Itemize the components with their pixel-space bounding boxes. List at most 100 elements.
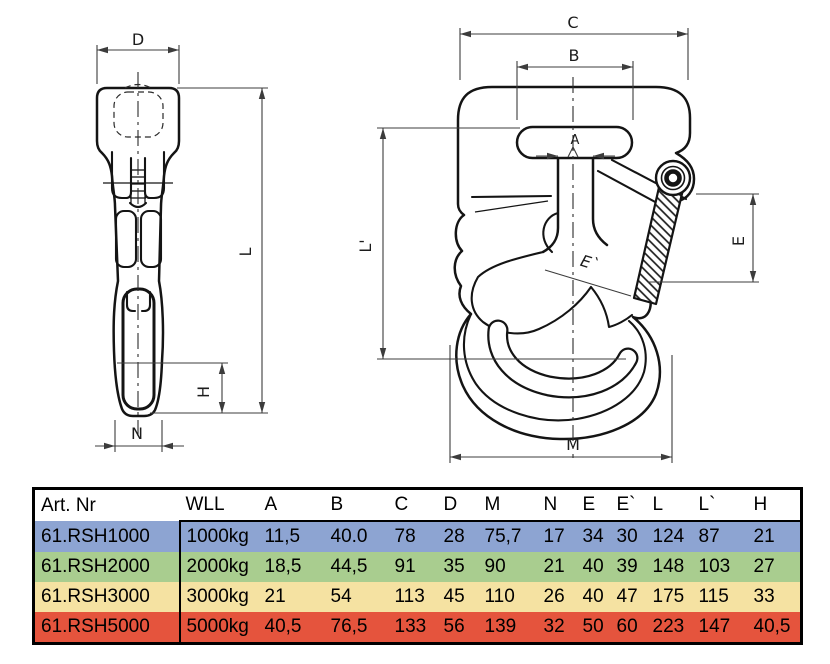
table-cell: 32 [543,616,565,637]
table-cell: 11,5 [264,526,301,547]
bowl-inner-wall [462,312,647,422]
dim-a-tick [567,145,579,158]
table-cell: 78 [394,526,416,547]
spec-table: Art. Nr WLL A B C D M N E E` L L` H 61.R… [32,487,803,645]
latch-pivot-pin [664,169,682,187]
dim-label-c: C [567,13,578,32]
table-cell: 21 [264,586,286,607]
table-cell: 40 [582,586,604,607]
table-cell: 21 [753,526,775,547]
table-cell: 18,5 [264,556,302,577]
table-row: 61.RSH1000 1000kg 11,5 40.0 78 28 75,7 1… [33,521,802,552]
table-cell: 40 [582,556,604,577]
wedge-line [474,200,549,213]
table-cell: 50 [582,616,604,637]
dim-label-e-grave: E` [578,251,601,274]
dim-leader-e-grave [544,269,632,297]
table-cell: 124 [652,526,685,547]
stud-tip [128,201,148,209]
table-cell: 148 [652,556,685,577]
table-cell: 54 [330,586,352,607]
table-cell: 40,5 [753,616,791,637]
table-cell: 175 [652,586,685,607]
shank-slot-left [114,209,138,269]
table-cell: 91 [394,556,416,577]
shank-slot-right [139,209,163,269]
table-row: 61.RSH2000 2000kg 18,5 44,5 91 35 90 21 … [33,552,802,582]
table-cell: 21 [543,556,565,577]
column-header-e-grave: E` [610,488,647,522]
column-header-a: A [258,488,325,522]
table-cell: 5000kg [186,616,249,637]
column-header-d: D [437,488,479,522]
table-row: 61.RSH3000 3000kg 21 54 113 45 110 26 40… [33,582,802,612]
table-header-row: Art. Nr WLL A B C D M N E E` L L` H [33,488,802,522]
column-header-wll: WLL [179,488,259,522]
column-header-art-nr: Art. Nr [33,488,180,521]
table-cell: 90 [484,556,506,577]
table-cell: 87 [698,526,720,547]
table-cell: 40.0 [330,526,368,547]
table-cell: 40,5 [264,616,302,637]
table-cell: 27 [753,556,775,577]
shank-edge-right [591,156,609,247]
table-cell: 3000kg [186,586,249,607]
table-cell: 75,7 [484,526,522,547]
table-cell: 56 [443,616,465,637]
shank-edge-left [541,156,560,254]
table-cell: 115 [698,586,729,607]
table-cell: 45 [443,586,465,607]
loop-bracket-right [140,290,152,313]
table-cell: 1000kg [186,526,249,547]
latch-pivot-ring [660,165,686,191]
table-cell: 47 [616,586,638,607]
table-cell: 28 [443,526,465,547]
column-header-l-grave: L` [692,488,748,522]
dim-label-l-prime: L' [356,239,375,252]
table-cell: 223 [652,616,685,637]
hook-technical-drawing: D L H N [95,13,759,463]
table-cell: 133 [394,616,427,637]
dim-label-e: E [729,236,748,246]
table-cell: 60 [616,616,638,637]
dim-label-a: A [571,133,580,148]
art-nr-cell: 61.RSH3000 [33,582,181,612]
dim-label-n: N [131,424,143,443]
column-header-e: E [576,488,611,522]
column-header-l: L [646,488,693,522]
table-cell: 26 [543,586,565,607]
column-header-m: M [478,488,538,522]
table-cell: 147 [698,616,731,637]
table-cell: 35 [443,556,465,577]
table-cell: 110 [484,586,515,607]
shank-ear [542,211,560,254]
table-cell: 139 [484,616,517,637]
art-nr-cell: 61.RSH5000 [33,612,181,644]
hook-mouth [470,250,634,335]
table-cell: 113 [394,586,425,607]
dim-label-l: L [236,247,255,256]
dim-label-h: H [194,386,213,398]
table-cell: 39 [616,556,638,577]
column-header-b: B [324,488,389,522]
art-nr-cell: 61.RSH2000 [33,552,181,582]
table-cell: 33 [753,586,775,607]
top-slot [515,125,634,160]
column-header-h: H [747,488,802,522]
table-cell: 2000kg [186,556,249,577]
table-cell: 17 [543,526,565,547]
art-nr-cell: 61.RSH1000 [33,521,181,552]
loop-bracket-left [125,290,137,313]
table-cell: 76,5 [330,616,368,637]
table-cell: 34 [582,526,604,547]
dim-label-m: M [566,435,580,454]
bowl-groove [489,321,637,397]
dim-label-d: D [132,30,144,49]
dim-label-b: B [569,46,580,65]
front-view-drawing: C B A L' E E` [356,13,759,463]
table-row: 61.RSH5000 5000kg 40,5 76,5 133 56 139 3… [33,612,802,644]
column-header-n: N [537,488,577,522]
wedge-line [470,194,553,199]
column-header-c: C [388,488,438,522]
